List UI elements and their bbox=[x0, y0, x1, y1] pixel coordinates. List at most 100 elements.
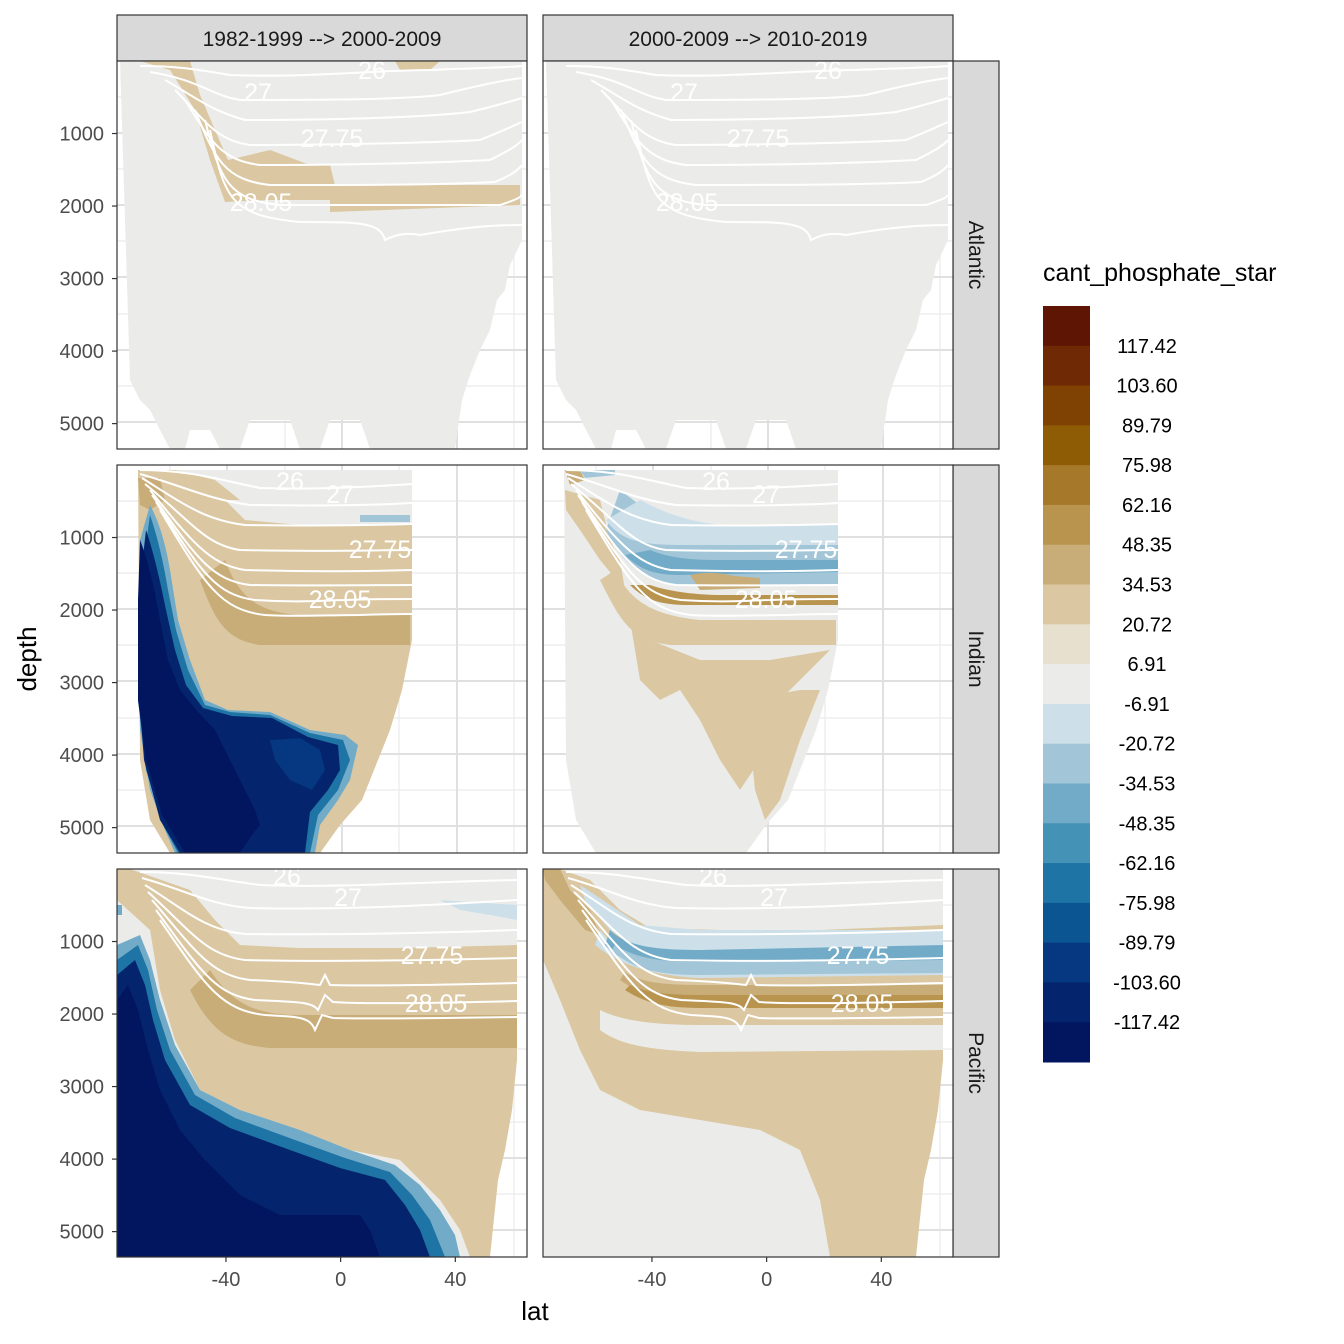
legend-break-label: 75.98 bbox=[1122, 455, 1172, 477]
y-tick-label: 2000 bbox=[60, 196, 105, 218]
legend-break-label: 62.16 bbox=[1122, 495, 1172, 517]
positive-band-top bbox=[395, 61, 440, 70]
legend-swatch bbox=[1043, 385, 1090, 426]
y-tick-label: 1000 bbox=[60, 932, 105, 954]
legend-swatch bbox=[1043, 982, 1090, 1023]
legend-swatch bbox=[1043, 743, 1090, 784]
row-strip-pacific: Pacific bbox=[952, 868, 1000, 1258]
x-tick-label: -40 bbox=[637, 1269, 666, 1291]
svg-text:27: 27 bbox=[752, 481, 780, 509]
y-tick-label: 3000 bbox=[60, 1077, 105, 1099]
y-tick-label: 4000 bbox=[60, 745, 105, 767]
column-strip-2-label: 2000-2009 --> 2010-2019 bbox=[629, 28, 868, 51]
legend-break-label: -6.91 bbox=[1124, 694, 1170, 716]
legend-swatch bbox=[1043, 863, 1090, 904]
column-strip-1-label: 1982-1999 --> 2000-2009 bbox=[203, 28, 442, 51]
legend-swatch bbox=[1043, 942, 1090, 983]
legend-break-label: 34.53 bbox=[1122, 575, 1172, 597]
y-tick-label: 2000 bbox=[60, 1004, 105, 1026]
svg-text:28.05: 28.05 bbox=[309, 586, 372, 614]
x-tick-label: 40 bbox=[444, 1269, 466, 1291]
y-axis-title: depth bbox=[12, 626, 42, 691]
y-tick-label: 3000 bbox=[60, 269, 105, 291]
legend-break-label: 89.79 bbox=[1122, 415, 1172, 437]
legend-labels: 117.42 103.60 89.79 75.98 62.16 48.35 34.53 20.… bbox=[1113, 336, 1181, 1034]
row-strip-indian: Indian bbox=[952, 464, 1000, 854]
y-tick-label: 1000 bbox=[60, 528, 105, 550]
legend-swatch bbox=[1043, 664, 1090, 705]
legend-break-label: -48.35 bbox=[1119, 813, 1176, 835]
svg-text:27.75: 27.75 bbox=[727, 125, 790, 153]
legend-break-label: -89.79 bbox=[1119, 933, 1176, 955]
legend-break-label: 20.72 bbox=[1122, 614, 1172, 636]
svg-text:28.05: 28.05 bbox=[656, 189, 719, 217]
svg-text:27: 27 bbox=[334, 884, 362, 912]
legend-swatch bbox=[1043, 1022, 1090, 1063]
legend-break-label: -34.53 bbox=[1119, 773, 1176, 795]
legend-swatch bbox=[1043, 306, 1090, 347]
svg-text:27: 27 bbox=[760, 884, 788, 912]
isopycnals bbox=[139, 65, 523, 242]
legend-break-label: 117.42 bbox=[1117, 336, 1177, 358]
legend-swatch bbox=[1043, 465, 1090, 506]
y-tick-label: 2000 bbox=[60, 600, 105, 622]
y-axes: 1000 2000 3000 4000 5000 1000 2000 3000 4000 5000… bbox=[60, 124, 117, 1244]
svg-text:27.75: 27.75 bbox=[301, 125, 364, 153]
column-strip-2: 2000-2009 --> 2010-2019 bbox=[542, 14, 954, 62]
row-strip-indian-label: Indian bbox=[964, 630, 987, 687]
legend-break-label: -75.98 bbox=[1119, 893, 1176, 915]
legend-swatch bbox=[1043, 783, 1090, 824]
svg-text:28.05: 28.05 bbox=[405, 990, 468, 1018]
svg-text:26: 26 bbox=[273, 863, 301, 891]
row-strip-atlantic-label: Atlantic bbox=[964, 221, 987, 290]
panel-atlantic-col2: 26 27 27.75 28.05 bbox=[542, 57, 954, 450]
svg-text:26: 26 bbox=[358, 57, 386, 85]
legend-break-label: 48.35 bbox=[1122, 535, 1172, 557]
legend-swatch bbox=[1043, 425, 1090, 466]
legend: cant_phosphate_star 117.42 103.60 89.79 75.… bbox=[1043, 259, 1277, 1063]
panel-pacific-col2: 26 27 27.75 28.05 bbox=[542, 863, 954, 1258]
legend-swatch bbox=[1043, 544, 1090, 586]
svg-text:26: 26 bbox=[702, 468, 730, 496]
row-strip-atlantic: Atlantic bbox=[952, 60, 1000, 450]
x-axes: -40 0 40 -40 0 40 bbox=[211, 1257, 892, 1291]
legend-swatch bbox=[1043, 703, 1090, 745]
y-tick-label: 3000 bbox=[60, 673, 105, 695]
legend-swatch bbox=[1043, 584, 1090, 625]
svg-text:27.75: 27.75 bbox=[775, 536, 838, 564]
legend-break-label: -117.42 bbox=[1114, 1012, 1180, 1034]
legend-swatch bbox=[1043, 624, 1090, 665]
x-axis-title: lat bbox=[521, 1296, 549, 1326]
legend-break-label: 103.60 bbox=[1116, 376, 1177, 398]
y-tick-label: 4000 bbox=[60, 341, 105, 363]
panel-atlantic-col1: 26 27 27.75 28.05 bbox=[116, 57, 528, 450]
svg-text:27: 27 bbox=[670, 79, 698, 107]
svg-text:28.05: 28.05 bbox=[230, 189, 293, 217]
svg-text:27.75: 27.75 bbox=[401, 942, 464, 970]
x-tick-label: 0 bbox=[761, 1269, 772, 1291]
x-tick-label: 40 bbox=[870, 1269, 892, 1291]
y-tick-label: 4000 bbox=[60, 1149, 105, 1171]
svg-text:26: 26 bbox=[814, 57, 842, 85]
y-tick-label: 5000 bbox=[60, 414, 105, 436]
legend-title: cant_phosphate_star bbox=[1043, 259, 1277, 287]
legend-swatch bbox=[1043, 504, 1090, 546]
legend-swatch bbox=[1043, 345, 1090, 387]
y-tick-label: 5000 bbox=[60, 1222, 105, 1244]
legend-break-label: 6.91 bbox=[1128, 654, 1167, 676]
panel-indian-col1: 26 27 27.75 28.05 bbox=[116, 464, 528, 854]
x-tick-label: -40 bbox=[211, 1269, 240, 1291]
svg-text:27: 27 bbox=[244, 79, 272, 107]
svg-text:28.05: 28.05 bbox=[831, 990, 894, 1018]
svg-text:27.75: 27.75 bbox=[349, 536, 412, 564]
y-tick-label: 5000 bbox=[60, 818, 105, 840]
column-strip-1: 1982-1999 --> 2000-2009 bbox=[116, 14, 528, 62]
legend-swatch bbox=[1043, 902, 1090, 944]
svg-text:28.05: 28.05 bbox=[735, 586, 798, 614]
svg-text:27.75: 27.75 bbox=[827, 942, 890, 970]
svg-text:26: 26 bbox=[699, 863, 727, 891]
legend-colorbar bbox=[1043, 306, 1090, 1063]
y-tick-label: 1000 bbox=[60, 124, 105, 146]
panel-indian-col2: 26 27 27.75 28.05 bbox=[542, 464, 954, 854]
